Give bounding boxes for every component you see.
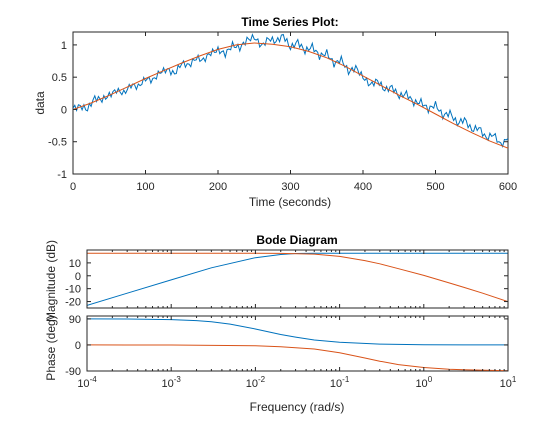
bode-magnitude-y-tick-label: 10 — [69, 258, 81, 270]
bode-phase-axes: -90 0 90 10-4 10-3 10-2 10-1 100 101 Frequency … — [44, 314, 517, 414]
bode-phase-series-1-line — [87, 318, 508, 346]
bode-phase-x-tick-label: 10-3 — [162, 375, 182, 390]
time-series-x-ticks: 0 100 200 300 400 500 600 — [70, 32, 517, 193]
bode-phase-y-tick-label: 0 — [75, 340, 81, 352]
time-series-x-label: Time (seconds) — [249, 195, 331, 209]
time-series-series-2-line — [73, 42, 508, 149]
bode-phase-x-tick-label: 100 — [415, 375, 432, 390]
time-series-x-tick-label: 200 — [209, 181, 227, 193]
time-series-x-tick-label: 0 — [70, 181, 76, 193]
bode-phase-y-ticks: -90 0 90 — [65, 314, 508, 378]
bode-phase-x-tick-label: 10-4 — [77, 375, 97, 390]
bode-title: Bode Diagram — [256, 233, 337, 247]
time-series-y-label: data — [33, 91, 47, 115]
bode-phase-x-ticks: 10-4 10-3 10-2 10-1 100 101 — [77, 316, 517, 390]
time-series-x-tick-label: 500 — [426, 181, 444, 193]
time-series-y-tick-label: -1 — [57, 169, 67, 181]
time-series-y-tick-label: 0.5 — [52, 72, 67, 84]
bode-magnitude-y-tick-label: -10 — [65, 284, 81, 296]
time-series-lines — [73, 33, 508, 149]
time-series-y-tick-label: 0 — [61, 104, 67, 116]
bode-phase-y-label: Phase (deg) — [44, 315, 58, 380]
bode-magnitude-plot-area — [86, 249, 509, 309]
bode-magnitude-y-tick-label: -20 — [65, 297, 81, 309]
bode-phase-y-tick-label: -90 — [65, 366, 81, 378]
time-series-title: Time Series Plot: — [241, 15, 338, 29]
bode-magnitude-y-tick-label: 0 — [75, 271, 81, 283]
time-series-y-ticks: -1 -0.5 0 0.5 1 — [48, 40, 508, 181]
bode-phase-x-tick-label: 10-2 — [246, 375, 266, 390]
time-series-series-1-line — [73, 33, 508, 149]
time-series-x-tick-label: 100 — [136, 181, 154, 193]
bode-phase-plot-area — [86, 315, 509, 372]
bode-phase-x-tick-label: 101 — [500, 375, 517, 390]
time-series-x-tick-label: 600 — [499, 181, 517, 193]
bode-phase-x-tick-label: 10-1 — [330, 375, 350, 390]
bode-magnitude-series-2-line — [87, 252, 508, 303]
time-series-y-tick-label: 1 — [61, 40, 67, 52]
time-series-x-tick-label: 300 — [281, 181, 299, 193]
bode-x-label: Frequency (rad/s) — [250, 400, 345, 414]
time-series-plot-area — [72, 31, 509, 175]
time-series-y-tick-label: -0.5 — [48, 137, 67, 149]
time-series-axes: 0 100 200 300 400 500 600 -1 -0.5 0 0.5 1 Time Ser… — [33, 15, 517, 209]
bode-magnitude-y-label: Magnitude (dB) — [44, 240, 58, 322]
time-series-x-tick-label: 400 — [354, 181, 372, 193]
bode-phase-y-tick-label: 90 — [69, 314, 81, 326]
bode-magnitude-x-ticks — [86, 250, 509, 308]
